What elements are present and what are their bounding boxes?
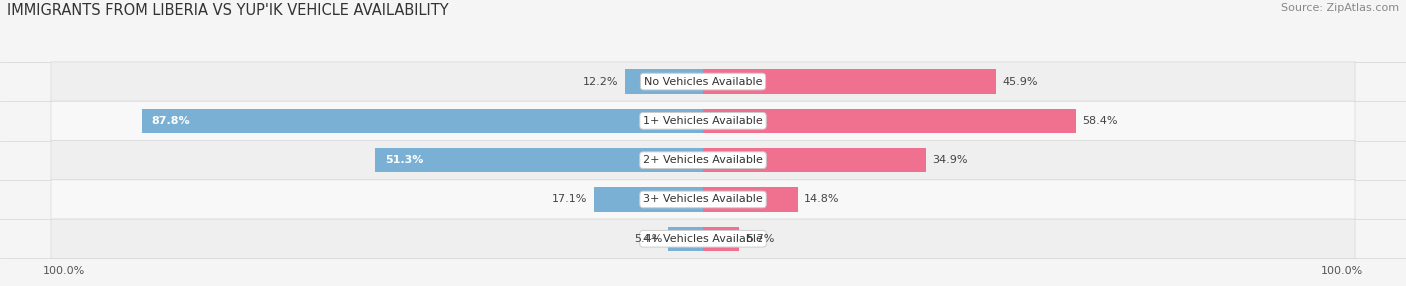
Text: 5.7%: 5.7% (745, 234, 775, 244)
Text: 87.8%: 87.8% (152, 116, 190, 126)
Text: 12.2%: 12.2% (583, 77, 619, 87)
FancyBboxPatch shape (703, 148, 927, 172)
FancyBboxPatch shape (703, 227, 740, 251)
Text: 45.9%: 45.9% (1002, 77, 1038, 87)
Text: 51.3%: 51.3% (385, 155, 423, 165)
Text: 1+ Vehicles Available: 1+ Vehicles Available (643, 116, 763, 126)
Text: 58.4%: 58.4% (1083, 116, 1118, 126)
FancyBboxPatch shape (626, 69, 703, 94)
Text: 5.4%: 5.4% (634, 234, 662, 244)
FancyBboxPatch shape (593, 187, 703, 212)
FancyBboxPatch shape (703, 109, 1076, 133)
FancyBboxPatch shape (668, 227, 703, 251)
FancyBboxPatch shape (703, 69, 997, 94)
FancyBboxPatch shape (51, 219, 1355, 259)
FancyBboxPatch shape (51, 140, 1355, 180)
FancyBboxPatch shape (51, 62, 1355, 101)
Text: Source: ZipAtlas.com: Source: ZipAtlas.com (1281, 3, 1399, 13)
FancyBboxPatch shape (51, 101, 1355, 140)
Text: 3+ Vehicles Available: 3+ Vehicles Available (643, 194, 763, 204)
Text: 34.9%: 34.9% (932, 155, 967, 165)
FancyBboxPatch shape (51, 180, 1355, 219)
Text: 2+ Vehicles Available: 2+ Vehicles Available (643, 155, 763, 165)
Text: 4+ Vehicles Available: 4+ Vehicles Available (643, 234, 763, 244)
Text: IMMIGRANTS FROM LIBERIA VS YUP'IK VEHICLE AVAILABILITY: IMMIGRANTS FROM LIBERIA VS YUP'IK VEHICL… (7, 3, 449, 18)
FancyBboxPatch shape (703, 187, 797, 212)
FancyBboxPatch shape (142, 109, 703, 133)
Text: 14.8%: 14.8% (804, 194, 839, 204)
Text: 17.1%: 17.1% (553, 194, 588, 204)
FancyBboxPatch shape (375, 148, 703, 172)
Text: No Vehicles Available: No Vehicles Available (644, 77, 762, 87)
